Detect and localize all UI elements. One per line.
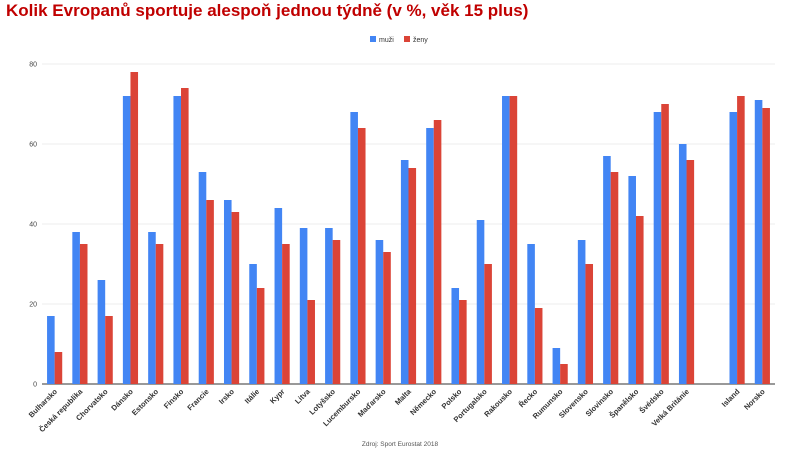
- bar-muzi: [754, 100, 763, 384]
- x-tick-label: Rakousko: [482, 387, 514, 419]
- bar-zeny: [408, 168, 417, 384]
- x-tick-label: Německo: [408, 387, 438, 417]
- y-tick-label: 60: [29, 142, 37, 149]
- bar-zeny: [256, 288, 265, 384]
- bar-muzi: [653, 112, 662, 384]
- bar-muzi: [502, 96, 510, 384]
- bar-muzi: [97, 280, 106, 384]
- bar-muzi: [173, 96, 182, 384]
- x-tick-label: Francie: [185, 387, 210, 412]
- bar-zeny: [105, 316, 113, 384]
- bar-muzi: [223, 200, 232, 384]
- bar-muzi: [72, 232, 80, 384]
- bar-zeny: [155, 244, 164, 384]
- bar-muzi: [47, 316, 55, 384]
- bar-zeny: [560, 364, 568, 384]
- bar-muzi: [527, 244, 535, 384]
- bar-zeny: [332, 240, 341, 384]
- x-tick-label: Česká republika: [37, 386, 85, 434]
- legend-label-zeny: ženy: [413, 37, 428, 44]
- x-tick-label: Litva: [293, 386, 312, 405]
- bar-zeny: [686, 160, 695, 384]
- bar-zeny: [762, 108, 770, 384]
- bar-muzi: [274, 208, 283, 384]
- x-tick-label: Řecko: [517, 387, 540, 410]
- bar-zeny: [534, 308, 543, 384]
- x-tick-label: Polsko: [440, 387, 464, 411]
- source-note: Zdroj: Sport Eurostat 2018: [362, 441, 439, 448]
- bar-zeny: [357, 128, 366, 384]
- bar-muzi: [426, 128, 434, 384]
- legend-swatch-muzi: [370, 36, 376, 42]
- bar-zeny: [433, 120, 442, 384]
- bar-zeny: [484, 264, 492, 384]
- bar-muzi: [325, 228, 333, 384]
- y-tick-label: 40: [29, 222, 37, 229]
- bar-zeny: [206, 200, 214, 384]
- bar-muzi: [198, 172, 207, 384]
- y-tick-label: 20: [29, 302, 37, 309]
- chart-title: Kolik Evropanů sportuje alespoň jednou t…: [6, 1, 529, 20]
- bar-muzi: [400, 160, 409, 384]
- legend-swatch-zeny: [404, 36, 410, 42]
- x-tick-label: Island: [720, 387, 742, 409]
- bar-muzi: [249, 264, 257, 384]
- bar-muzi: [299, 228, 308, 384]
- x-tick-label: Malta: [393, 386, 414, 407]
- bar-zeny: [231, 212, 240, 384]
- legend-label-muzi: muži: [379, 37, 394, 44]
- bar-zeny: [282, 244, 290, 384]
- legend: muži ženy: [370, 36, 428, 44]
- bar-zeny: [635, 216, 644, 384]
- bar-muzi: [678, 144, 687, 384]
- bar-zeny: [661, 104, 669, 384]
- x-tick-label: Norsko: [742, 387, 767, 412]
- bar-muzi: [729, 112, 738, 384]
- x-tick-label: Maďarsko: [356, 387, 388, 419]
- x-tick-label: Itálie: [243, 387, 261, 405]
- bar-zeny: [383, 252, 391, 384]
- bar-muzi: [122, 96, 131, 384]
- bar-zeny: [737, 96, 745, 384]
- y-tick-label: 0: [33, 382, 37, 389]
- bar-muzi: [148, 232, 156, 384]
- bar-muzi: [577, 240, 586, 384]
- bar-zeny: [509, 96, 518, 384]
- bar-zeny: [459, 300, 467, 384]
- x-tick-label: Irsko: [217, 387, 236, 406]
- bar-zeny: [54, 352, 63, 384]
- bar-muzi: [476, 220, 485, 384]
- bar-muzi: [552, 348, 561, 384]
- bar-zeny: [79, 244, 88, 384]
- bar-muzi: [375, 240, 384, 384]
- bar-zeny: [585, 264, 594, 384]
- bar-muzi: [350, 112, 358, 384]
- bar-zeny: [307, 300, 315, 384]
- y-tick-label: 80: [29, 62, 37, 69]
- x-tick-label: Finsko: [162, 387, 186, 411]
- x-tick-label: Estonsko: [130, 387, 161, 418]
- bar-muzi: [603, 156, 611, 384]
- bar-zeny: [181, 88, 189, 384]
- bar-muzi: [451, 288, 460, 384]
- x-tick-label: Kypr: [268, 387, 287, 406]
- bar-zeny: [610, 172, 619, 384]
- bar-muzi: [628, 176, 636, 384]
- bar-zeny: [130, 72, 139, 384]
